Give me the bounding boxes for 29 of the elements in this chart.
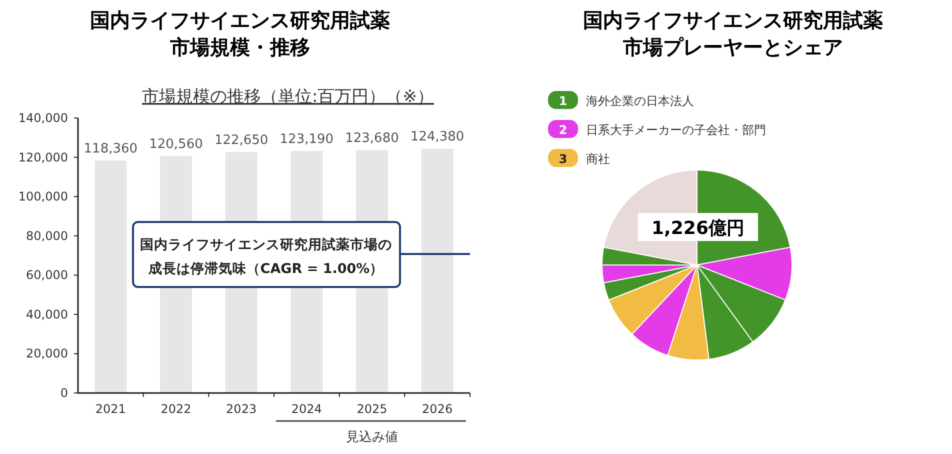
chart-title: 国内ライフサイエンス研究用試薬市場規模・推移 [90, 8, 390, 59]
data-label: 122,650 [214, 133, 268, 148]
text: 1,226億円 [652, 218, 744, 239]
data-label: 123,680 [345, 131, 399, 146]
y-tick-label: 20,000 [26, 346, 68, 361]
text: 1 海外企業の日本法人 [558, 94, 694, 108]
y-tick-label: 140,000 [18, 111, 68, 125]
y-tick-label: 0 [60, 386, 68, 400]
data-label: 123,190 [280, 132, 334, 148]
data-label: 120,560 [149, 137, 203, 152]
text: 2 日系大手メーカーの子会社・部門 [558, 123, 766, 137]
y-tick-label: 120,000 [18, 150, 68, 164]
x-tick-label: 2021 [95, 402, 126, 416]
data-label: 124,380 [410, 130, 464, 145]
text: 見込み値 [346, 430, 398, 445]
x-tick-label: 2022 [160, 402, 192, 416]
text: 3 商社 [558, 152, 610, 166]
annotation: 国内ライフサイエンス研究用試薬市場の成長は停滞気味（CAGR = 1.00%） [140, 236, 392, 277]
y-tick-label: 80,000 [26, 228, 68, 243]
x-tick-label: 2023 [226, 402, 257, 416]
y-tick-label: 40,000 [26, 307, 68, 322]
x-tick-label: 2025 [356, 402, 388, 416]
x-tick-label: 2026 [422, 402, 453, 416]
chart-title: 国内ライフサイエンス研究用試薬市場プレーヤーとシェア [583, 8, 883, 59]
data-label: 118,360 [84, 142, 138, 157]
chart-subtitle: 市場規模の推移（単位:百万円）（※） [142, 87, 434, 107]
x-tick-label: 2024 [291, 402, 322, 416]
y-tick-label: 100,000 [18, 190, 68, 204]
y-tick-label: 60,000 [26, 268, 68, 282]
